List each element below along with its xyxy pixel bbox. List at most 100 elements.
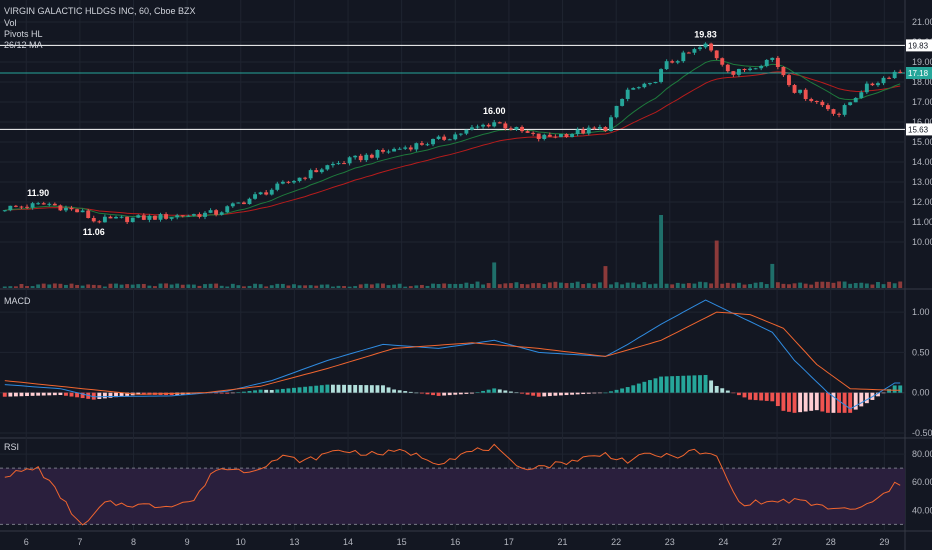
candle-body[interactable] — [898, 71, 903, 73]
candle-body[interactable] — [130, 217, 135, 223]
candle-body[interactable] — [536, 133, 541, 140]
candle-body[interactable] — [236, 202, 241, 204]
candle-body[interactable] — [475, 126, 480, 128]
candle-body[interactable] — [102, 216, 107, 223]
candle-body[interactable] — [147, 215, 152, 220]
candle-body[interactable] — [486, 124, 491, 127]
candle-body[interactable] — [620, 98, 625, 106]
candle-body[interactable] — [358, 155, 363, 161]
candle-body[interactable] — [659, 69, 664, 82]
candle-body[interactable] — [447, 139, 452, 141]
candle-body[interactable] — [369, 154, 374, 158]
candle-body[interactable] — [414, 143, 419, 150]
candle-body[interactable] — [180, 215, 185, 217]
candle-body[interactable] — [225, 206, 230, 213]
candle-body[interactable] — [825, 105, 830, 110]
macd-pane[interactable] — [0, 299, 905, 413]
candle-body[interactable] — [203, 212, 207, 217]
candle-body[interactable] — [125, 216, 130, 223]
candle-body[interactable] — [119, 216, 124, 218]
candle-body[interactable] — [864, 83, 869, 93]
candle-body[interactable] — [575, 129, 580, 135]
candle-body[interactable] — [775, 57, 780, 68]
candle-body[interactable] — [197, 214, 202, 217]
candle-body[interactable] — [30, 203, 35, 208]
candle-body[interactable] — [753, 68, 758, 70]
candle-body[interactable] — [725, 64, 730, 72]
candle-body[interactable] — [881, 77, 886, 84]
candle-body[interactable] — [642, 83, 647, 88]
candle-body[interactable] — [353, 155, 358, 158]
candle-body[interactable] — [870, 83, 875, 86]
candle-body[interactable] — [586, 127, 591, 134]
candle-body[interactable] — [230, 203, 235, 207]
candle-body[interactable] — [876, 83, 880, 86]
price-pane[interactable]: 11.90 11.06 16.00 19.83 — [0, 29, 905, 288]
candle-body[interactable] — [108, 216, 113, 219]
candle-body[interactable] — [453, 134, 458, 140]
candle-body[interactable] — [325, 165, 330, 170]
candle-body[interactable] — [525, 131, 530, 133]
candle-body[interactable] — [169, 217, 174, 219]
candle-body[interactable] — [748, 68, 752, 71]
candle-body[interactable] — [625, 89, 630, 99]
candle-body[interactable] — [736, 68, 741, 75]
candle-body[interactable] — [269, 189, 274, 195]
candle-body[interactable] — [52, 203, 57, 206]
candle-body[interactable] — [892, 71, 897, 79]
candle-body[interactable] — [97, 221, 102, 223]
candle-body[interactable] — [581, 129, 586, 134]
candle-body[interactable] — [86, 210, 91, 219]
candle-body[interactable] — [141, 215, 146, 220]
candle-body[interactable] — [275, 183, 280, 190]
candle-body[interactable] — [431, 138, 435, 145]
candle-body[interactable] — [742, 68, 747, 71]
candle-body[interactable] — [692, 49, 697, 53]
candle-body[interactable] — [397, 148, 402, 150]
candle-body[interactable] — [542, 134, 547, 140]
candle-body[interactable] — [842, 105, 847, 115]
candle-body[interactable] — [247, 198, 252, 205]
candle-body[interactable] — [831, 109, 836, 114]
candle-body[interactable] — [319, 169, 324, 173]
candle-body[interactable] — [792, 85, 797, 93]
candle-body[interactable] — [531, 132, 536, 134]
candle-body[interactable] — [464, 129, 469, 134]
candle-body[interactable] — [592, 127, 597, 129]
candle-body[interactable] — [564, 134, 569, 138]
candle-body[interactable] — [848, 102, 853, 106]
candle-body[interactable] — [636, 87, 641, 89]
candle-body[interactable] — [442, 136, 447, 140]
candle-body[interactable] — [647, 83, 652, 85]
candle-body[interactable] — [13, 205, 18, 207]
candle-body[interactable] — [664, 61, 669, 70]
candle-body[interactable] — [258, 192, 263, 195]
candle-body[interactable] — [553, 136, 558, 138]
candle-body[interactable] — [69, 207, 74, 210]
candle-body[interactable] — [764, 59, 769, 66]
candle-body[interactable] — [158, 214, 163, 220]
candle-body[interactable] — [47, 203, 52, 205]
candle-body[interactable] — [759, 65, 764, 69]
candle-body[interactable] — [787, 75, 791, 86]
candle-body[interactable] — [686, 52, 691, 54]
candle-body[interactable] — [164, 214, 169, 219]
candle-body[interactable] — [720, 58, 725, 65]
candle-body[interactable] — [36, 203, 41, 205]
candle-body[interactable] — [297, 177, 302, 182]
candle-body[interactable] — [653, 81, 658, 84]
candle-body[interactable] — [253, 194, 258, 199]
candle-body[interactable] — [208, 210, 213, 213]
candle-body[interactable] — [136, 215, 141, 218]
candle-body[interactable] — [675, 61, 680, 63]
candle-body[interactable] — [381, 149, 385, 152]
candle-body[interactable] — [597, 127, 602, 129]
candle-body[interactable] — [330, 163, 335, 166]
candle-body[interactable] — [514, 126, 519, 130]
candle-body[interactable] — [803, 89, 808, 100]
candle-body[interactable] — [64, 207, 68, 211]
candle-body[interactable] — [859, 92, 864, 98]
candle-body[interactable] — [497, 122, 502, 124]
candle-body[interactable] — [559, 134, 563, 138]
